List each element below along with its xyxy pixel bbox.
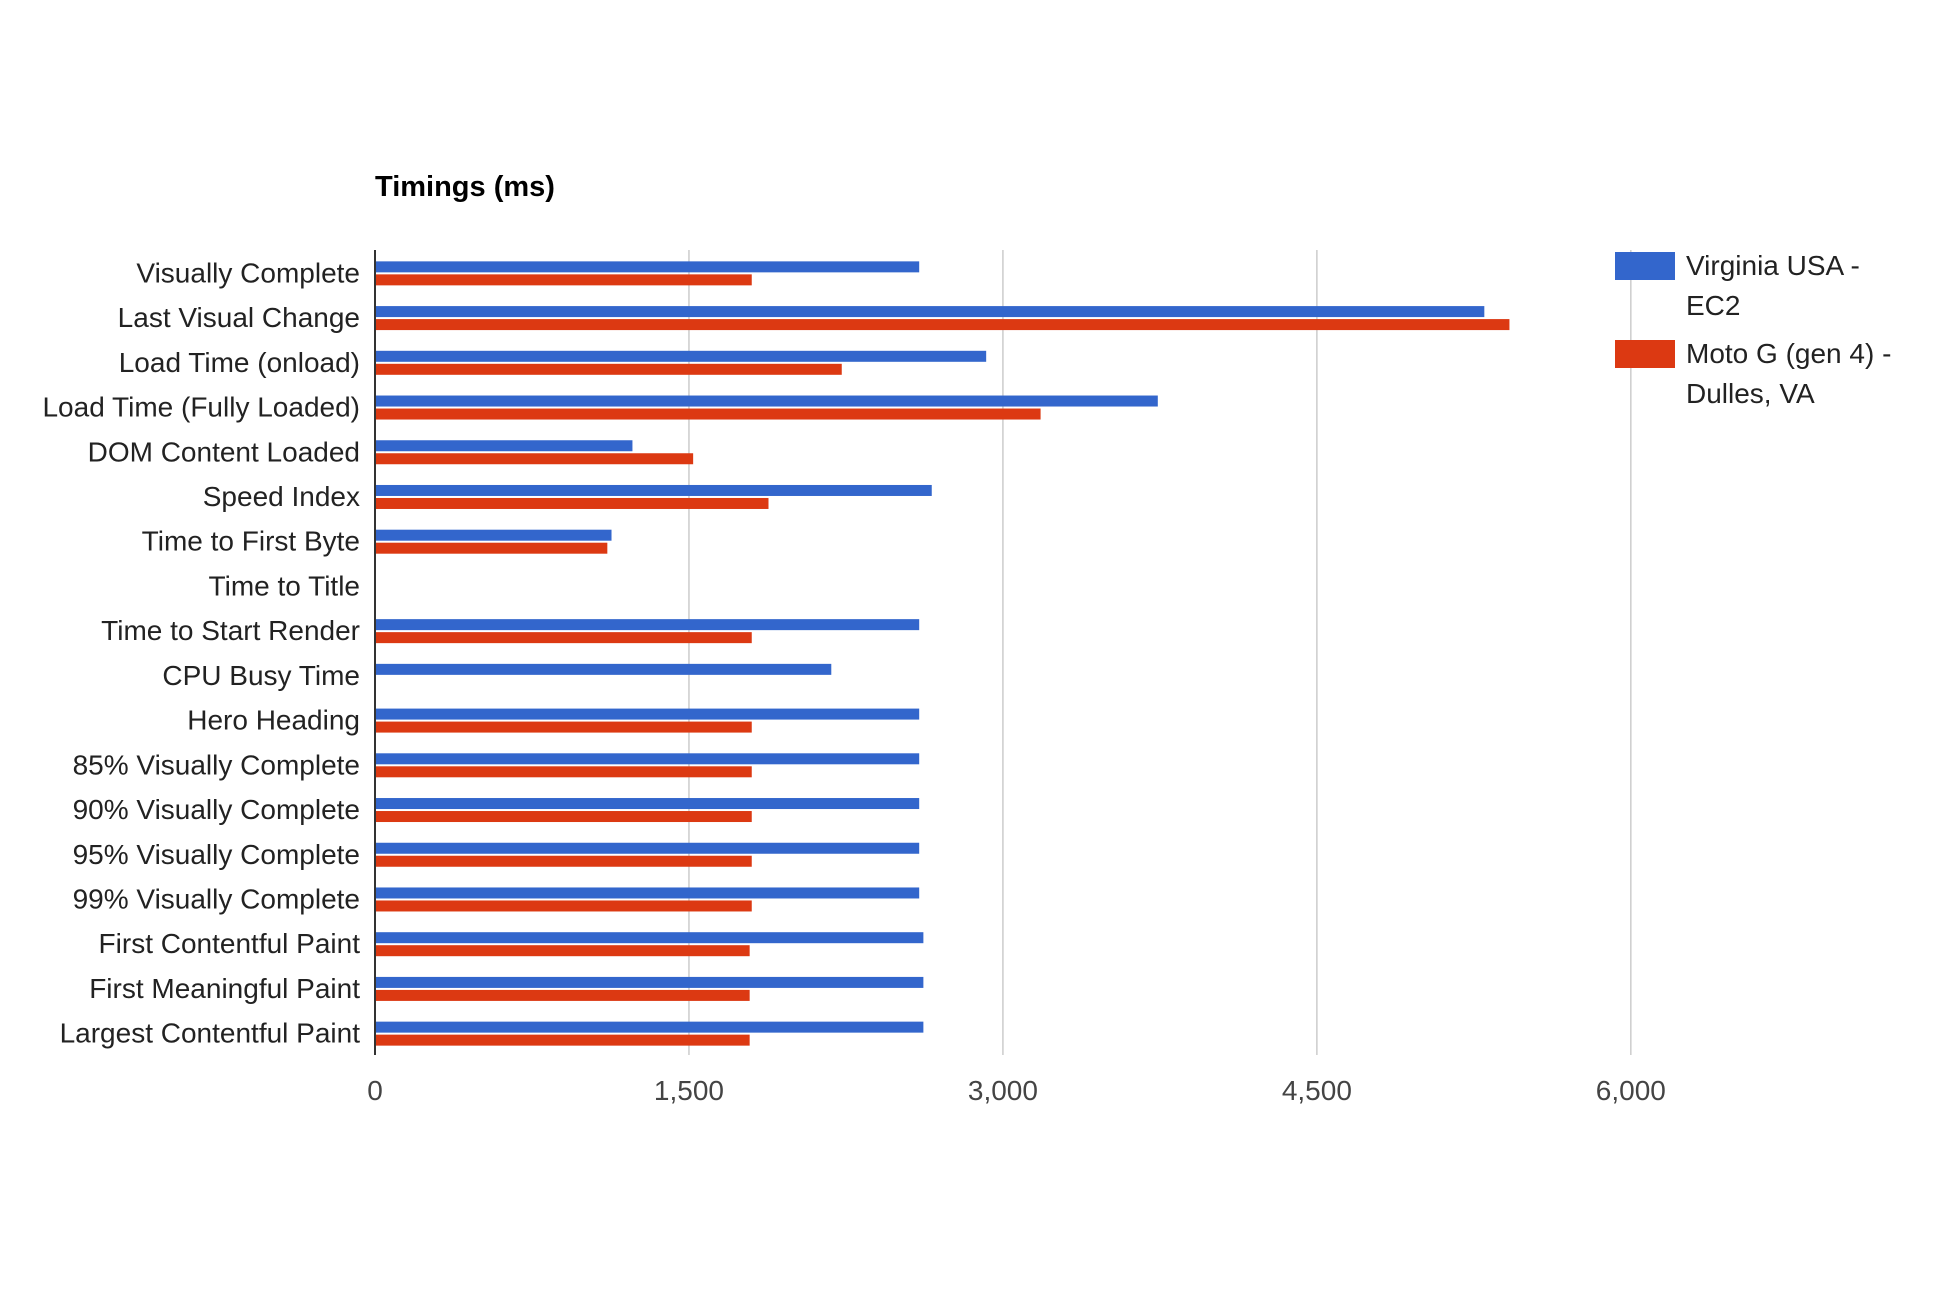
- category-label: 95% Visually Complete: [73, 839, 360, 870]
- bar-moto-g: [375, 766, 752, 778]
- x-tick-label: 6,000: [1596, 1075, 1666, 1106]
- category-label: Last Visual Change: [118, 302, 360, 333]
- category-label: CPU Busy Time: [162, 660, 360, 691]
- bar-virginia: [375, 708, 920, 720]
- bar-virginia: [375, 306, 1485, 318]
- bar-virginia: [375, 261, 920, 273]
- bars: [375, 261, 1510, 1046]
- category-labels: Visually Complete Last Visual Change Load …: [42, 257, 360, 1048]
- bar-virginia: [375, 484, 932, 496]
- category-label: Hero Heading: [187, 705, 360, 736]
- bar-virginia: [375, 619, 920, 631]
- bar-moto-g: [375, 811, 752, 823]
- bar-moto-g: [375, 274, 752, 286]
- category-label: First Contentful Paint: [99, 928, 361, 959]
- chart-title: Timings (ms): [375, 171, 555, 203]
- x-tick-label: 4,500: [1282, 1075, 1352, 1106]
- category-label: Time to Start Render: [101, 615, 360, 646]
- category-label: Speed Index: [203, 481, 360, 512]
- bar-moto-g: [375, 497, 769, 509]
- bar-moto-g: [375, 989, 750, 1001]
- bar-virginia: [375, 753, 920, 765]
- legend-swatch: [1615, 252, 1675, 280]
- gridlines: [688, 250, 1632, 1055]
- category-label: DOM Content Loaded: [88, 436, 360, 467]
- bar-moto-g: [375, 945, 750, 957]
- category-label: Load Time (onload): [119, 347, 360, 378]
- bar-moto-g: [375, 632, 752, 644]
- category-label: Time to First Byte: [142, 526, 360, 557]
- bar-moto-g: [375, 542, 608, 554]
- bar-moto-g: [375, 363, 842, 375]
- bar-virginia: [375, 1021, 924, 1033]
- legend-label: EC2: [1686, 290, 1740, 321]
- x-tick-labels: 0 1,500 3,000 4,500 6,000: [367, 1075, 1666, 1106]
- bar-virginia: [375, 440, 633, 452]
- category-label: Largest Contentful Paint: [60, 1018, 361, 1049]
- bar-virginia: [375, 798, 920, 810]
- bar-virginia: [375, 842, 920, 854]
- bar-virginia: [375, 976, 924, 988]
- x-tick-label: 0: [367, 1075, 383, 1106]
- bar-moto-g: [375, 900, 752, 912]
- legend-label: Moto G (gen 4) -: [1686, 338, 1891, 369]
- bar-moto-g: [375, 319, 1510, 331]
- category-label: Visually Complete: [136, 257, 360, 288]
- bar-virginia: [375, 663, 832, 675]
- category-label: 99% Visually Complete: [73, 883, 360, 914]
- category-label: First Meaningful Paint: [89, 973, 360, 1004]
- legend: Virginia USA - EC2 Moto G (gen 4) - Dulles,…: [1615, 250, 1891, 409]
- bar-moto-g: [375, 721, 752, 733]
- legend-label: Virginia USA -: [1686, 250, 1860, 281]
- x-tick-label: 1,500: [654, 1075, 724, 1106]
- bar-moto-g: [375, 453, 694, 465]
- legend-swatch: [1615, 340, 1675, 368]
- bar-virginia: [375, 529, 612, 541]
- category-label: Load Time (Fully Loaded): [42, 392, 360, 423]
- bar-moto-g: [375, 1034, 750, 1046]
- bar-virginia: [375, 932, 924, 944]
- bar-moto-g: [375, 855, 752, 867]
- category-label: 90% Visually Complete: [73, 794, 360, 825]
- category-label: Time to Title: [209, 570, 360, 601]
- bar-virginia: [375, 350, 987, 362]
- bar-moto-g: [375, 408, 1041, 420]
- legend-label: Dulles, VA: [1686, 378, 1815, 409]
- x-tick-label: 3,000: [968, 1075, 1038, 1106]
- bar-virginia: [375, 887, 920, 899]
- category-label: 85% Visually Complete: [73, 749, 360, 780]
- bar-virginia: [375, 395, 1158, 407]
